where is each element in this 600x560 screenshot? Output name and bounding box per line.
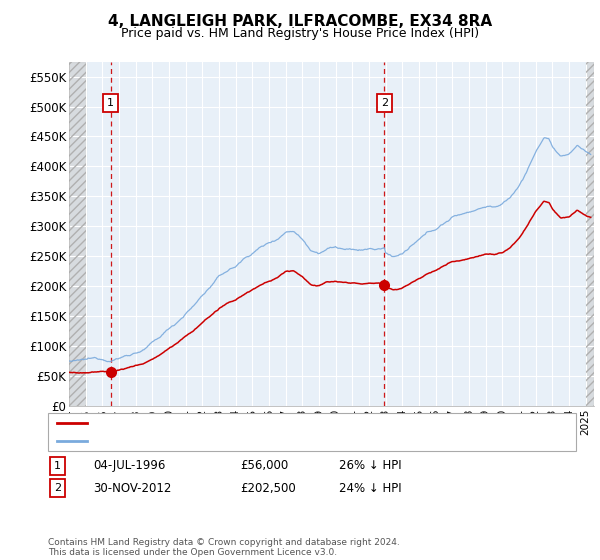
Bar — [69, 62, 86, 406]
Text: £56,000: £56,000 — [240, 459, 288, 473]
Text: 26% ↓ HPI: 26% ↓ HPI — [339, 459, 401, 473]
Text: HPI: Average price, detached house, North Devon: HPI: Average price, detached house, Nort… — [93, 436, 370, 446]
Text: 4, LANGLEIGH PARK, ILFRACOMBE, EX34 8RA (detached house): 4, LANGLEIGH PARK, ILFRACOMBE, EX34 8RA … — [93, 418, 445, 428]
Text: 2: 2 — [54, 483, 61, 493]
Text: 24% ↓ HPI: 24% ↓ HPI — [339, 482, 401, 495]
Bar — [586, 62, 594, 406]
Text: 1: 1 — [54, 461, 61, 471]
Bar — [69, 62, 86, 406]
Text: Contains HM Land Registry data © Crown copyright and database right 2024.
This d: Contains HM Land Registry data © Crown c… — [48, 538, 400, 557]
Text: 30-NOV-2012: 30-NOV-2012 — [93, 482, 172, 495]
Text: 1: 1 — [107, 98, 114, 108]
Text: 2: 2 — [381, 98, 388, 108]
Text: 04-JUL-1996: 04-JUL-1996 — [93, 459, 166, 473]
Text: 4, LANGLEIGH PARK, ILFRACOMBE, EX34 8RA: 4, LANGLEIGH PARK, ILFRACOMBE, EX34 8RA — [108, 14, 492, 29]
Bar — [586, 62, 594, 406]
Text: £202,500: £202,500 — [240, 482, 296, 495]
Text: Price paid vs. HM Land Registry's House Price Index (HPI): Price paid vs. HM Land Registry's House … — [121, 27, 479, 40]
